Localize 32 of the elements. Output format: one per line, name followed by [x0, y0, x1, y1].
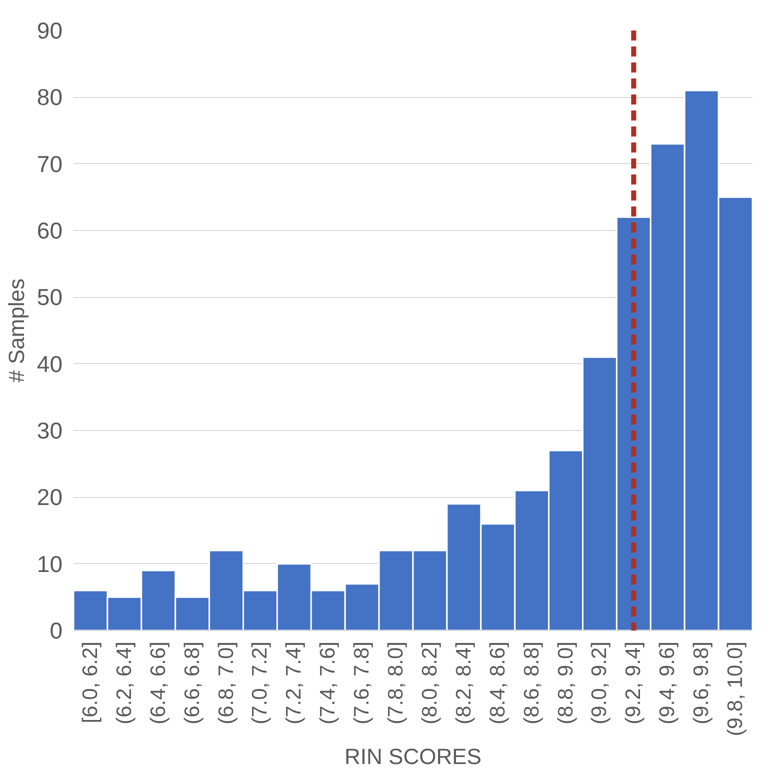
x-tick-label: [6.0, 6.2]	[78, 641, 102, 724]
y-axis-title: # Samples	[4, 278, 29, 382]
y-tick-label: 60	[36, 218, 63, 244]
y-tick-label: 50	[36, 284, 63, 310]
x-tick-label: (9.4, 9.6]	[656, 641, 680, 724]
x-tick-label: (7.6, 7.8]	[350, 641, 374, 724]
y-tick-label: 0	[50, 618, 63, 644]
x-tick-label: (8.0, 8.2]	[418, 641, 442, 724]
y-tick-label: 80	[36, 84, 63, 110]
y-tick-label: 20	[36, 484, 63, 510]
x-tick-label: (9.8, 10.0]	[724, 642, 748, 736]
y-tick-label: 70	[36, 150, 63, 177]
x-tick-label: (7.2, 7.4]	[282, 641, 306, 724]
x-tick-label: (8.6, 8.8]	[520, 641, 544, 724]
x-tick-label: (6.6, 6.8]	[180, 641, 204, 724]
x-tick-label: (9.6, 9.8]	[690, 641, 714, 724]
y-tick-label: 30	[36, 418, 63, 444]
x-tick-label: (6.2, 6.4]	[112, 641, 136, 724]
y-tick-label: 90	[36, 18, 63, 44]
y-tick-label: 10	[36, 550, 63, 577]
x-tick-label: (7.8, 8.0]	[384, 641, 408, 724]
x-tick-label: (7.4, 7.6]	[316, 641, 340, 724]
x-tick-label: (9.0, 9.2]	[588, 641, 612, 724]
x-tick-label: (8.8, 9.0]	[554, 641, 578, 724]
x-tick-label: (8.2, 8.4]	[452, 641, 476, 724]
x-axis-title: RIN SCORES	[344, 744, 482, 770]
x-tick-label: (8.4, 8.6]	[486, 641, 510, 724]
x-tick-label: (6.4, 6.6]	[146, 641, 170, 724]
x-tick-label: (7.0, 7.2]	[248, 641, 272, 724]
x-tick-label: (6.8, 7.0]	[214, 641, 238, 724]
x-tick-label: (9.2, 9.4]	[622, 641, 646, 724]
y-tick-label: 40	[36, 350, 63, 377]
